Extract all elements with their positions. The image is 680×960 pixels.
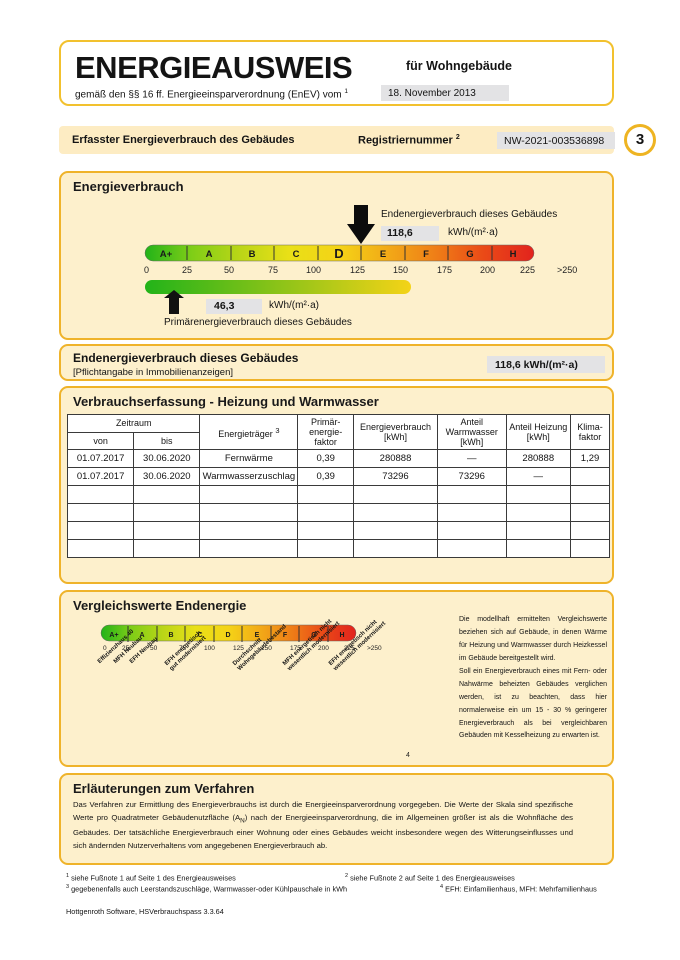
svg-text:A+: A+ [109,632,118,639]
svg-text:E: E [380,249,386,260]
svg-text:A: A [206,249,213,260]
svg-text:B: B [249,249,256,260]
svg-text:H: H [339,632,344,639]
svg-text:C: C [293,249,300,260]
svg-text:F: F [283,632,288,639]
svg-text:B: B [168,632,173,639]
svg-text:F: F [423,249,429,260]
svg-text:G: G [466,249,473,260]
svg-text:H: H [510,249,517,260]
svg-text:D: D [334,246,343,261]
svg-text:D: D [225,632,230,639]
svg-text:A+: A+ [160,249,173,260]
